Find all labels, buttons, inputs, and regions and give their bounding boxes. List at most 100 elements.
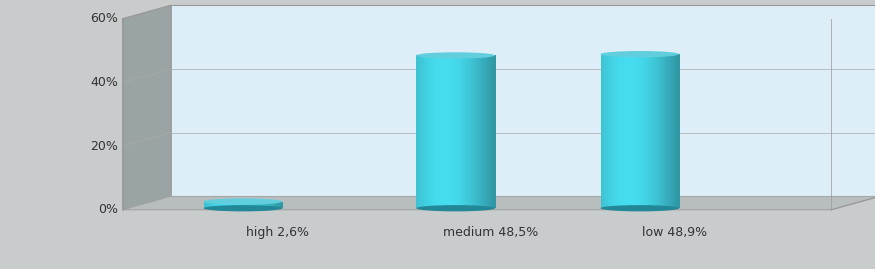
- Bar: [204, 201, 206, 208]
- Text: low 48,9%: low 48,9%: [642, 226, 708, 239]
- Bar: [616, 54, 620, 208]
- Bar: [255, 201, 257, 208]
- Bar: [267, 201, 270, 208]
- Bar: [677, 54, 680, 208]
- Bar: [658, 54, 661, 208]
- Bar: [223, 201, 226, 208]
- Bar: [278, 201, 281, 208]
- Bar: [445, 55, 449, 208]
- Bar: [624, 54, 627, 208]
- Bar: [243, 201, 246, 208]
- Text: 0%: 0%: [98, 203, 118, 216]
- Ellipse shape: [416, 205, 495, 211]
- Bar: [261, 201, 263, 208]
- Text: 40%: 40%: [90, 76, 118, 89]
- Bar: [628, 54, 631, 208]
- Bar: [272, 201, 276, 208]
- Bar: [422, 55, 425, 208]
- Bar: [632, 54, 635, 208]
- Bar: [215, 201, 218, 208]
- Polygon shape: [123, 196, 875, 210]
- Bar: [634, 54, 637, 208]
- Bar: [650, 54, 653, 208]
- Bar: [444, 55, 446, 208]
- Bar: [229, 201, 232, 208]
- Polygon shape: [123, 5, 171, 210]
- Bar: [671, 54, 675, 208]
- Bar: [469, 55, 472, 208]
- Bar: [477, 55, 480, 208]
- Bar: [491, 55, 493, 208]
- Bar: [622, 54, 625, 208]
- Bar: [611, 54, 613, 208]
- Bar: [461, 55, 465, 208]
- Bar: [231, 201, 234, 208]
- Bar: [458, 55, 460, 208]
- Bar: [614, 54, 617, 208]
- Bar: [663, 54, 667, 208]
- Bar: [262, 201, 265, 208]
- Bar: [251, 201, 254, 208]
- Text: medium 48,5%: medium 48,5%: [443, 226, 538, 239]
- Text: 60%: 60%: [90, 12, 118, 25]
- Bar: [459, 55, 462, 208]
- Bar: [221, 201, 224, 208]
- Bar: [228, 201, 230, 208]
- Bar: [239, 201, 242, 208]
- Bar: [270, 201, 273, 208]
- Bar: [619, 54, 621, 208]
- Bar: [217, 201, 220, 208]
- Ellipse shape: [600, 205, 679, 211]
- Bar: [644, 54, 647, 208]
- Bar: [600, 54, 604, 208]
- Bar: [608, 54, 612, 208]
- Bar: [606, 54, 609, 208]
- Bar: [259, 201, 262, 208]
- Bar: [438, 55, 441, 208]
- Bar: [220, 201, 222, 208]
- Bar: [453, 55, 457, 208]
- Bar: [655, 54, 659, 208]
- Bar: [640, 54, 643, 208]
- Bar: [489, 55, 492, 208]
- Bar: [674, 54, 676, 208]
- Bar: [660, 54, 662, 208]
- Ellipse shape: [204, 205, 283, 211]
- Bar: [603, 54, 606, 208]
- Bar: [456, 55, 458, 208]
- Bar: [467, 55, 470, 208]
- Bar: [436, 55, 438, 208]
- Bar: [642, 54, 645, 208]
- Bar: [620, 54, 623, 208]
- Bar: [280, 201, 284, 208]
- Bar: [630, 54, 633, 208]
- Bar: [269, 201, 271, 208]
- Bar: [256, 201, 260, 208]
- Bar: [276, 201, 279, 208]
- Bar: [233, 201, 236, 208]
- Bar: [206, 201, 208, 208]
- Bar: [493, 55, 496, 208]
- Bar: [212, 201, 214, 208]
- Bar: [485, 55, 488, 208]
- Bar: [424, 55, 427, 208]
- Bar: [666, 54, 668, 208]
- Bar: [247, 201, 249, 208]
- Bar: [612, 54, 615, 208]
- Bar: [214, 201, 216, 208]
- Bar: [473, 55, 476, 208]
- Bar: [668, 54, 670, 208]
- Text: high 2,6%: high 2,6%: [247, 226, 310, 239]
- Bar: [241, 201, 244, 208]
- Bar: [432, 55, 435, 208]
- Bar: [448, 55, 451, 208]
- Bar: [638, 54, 640, 208]
- Bar: [466, 55, 468, 208]
- Bar: [646, 54, 648, 208]
- Bar: [434, 55, 437, 208]
- Bar: [237, 201, 240, 208]
- Bar: [264, 201, 268, 208]
- Bar: [209, 201, 213, 208]
- Bar: [626, 54, 629, 208]
- Bar: [472, 55, 474, 208]
